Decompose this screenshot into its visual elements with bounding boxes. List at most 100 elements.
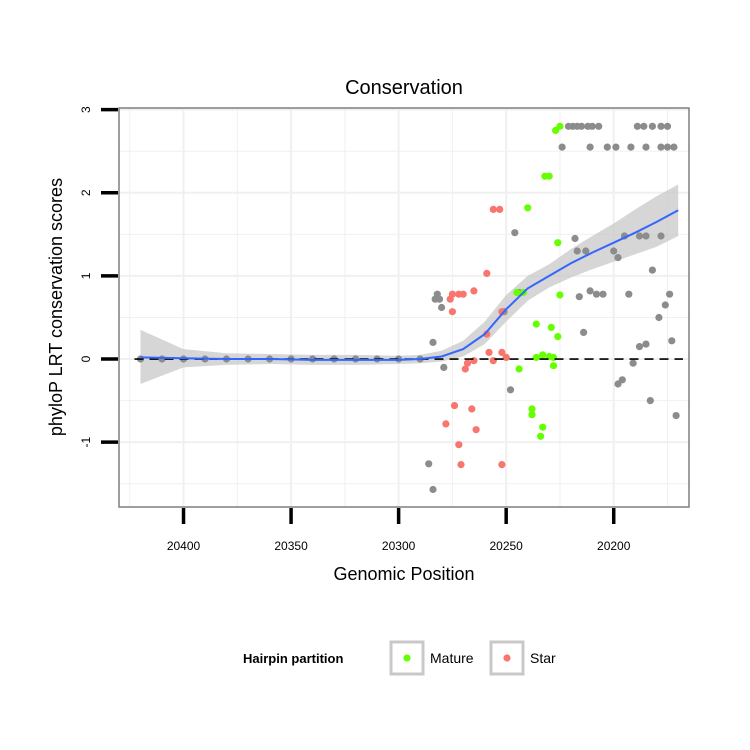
data-points: [136, 122, 680, 494]
legend-item-mature: Mature: [389, 640, 474, 676]
point-star-14: [489, 357, 497, 365]
point-other-69: [655, 313, 663, 322]
point-mature-13: [539, 351, 547, 359]
point-other-65: [629, 359, 637, 367]
point-star-23: [457, 461, 465, 469]
point-star-12: [498, 348, 506, 356]
point-other-38: [642, 143, 650, 151]
point-other-41: [670, 143, 678, 151]
point-other-32: [595, 122, 603, 130]
point-other-56: [625, 290, 633, 298]
point-other-70: [661, 301, 669, 309]
point-other-29: [577, 122, 586, 130]
point-other-40: [663, 143, 672, 151]
point-mature-1: [556, 122, 564, 130]
y-ticks: -1 0 1 2 3: [79, 106, 118, 447]
x-tick-label-1: 20350: [274, 539, 308, 553]
x-axis-title: Genomic Position: [333, 564, 474, 584]
point-mature-8: [556, 291, 564, 299]
point-star-16: [463, 359, 472, 367]
point-other-48: [573, 247, 581, 255]
point-other-49: [582, 247, 590, 255]
legend-label-star: Star: [530, 650, 556, 666]
point-mature-6: [513, 288, 521, 297]
x-ticks: 20400 20350 20300 20250 20200: [167, 508, 631, 553]
panel-border: [118, 107, 690, 508]
point-star-3: [470, 287, 478, 295]
point-other-57: [635, 232, 644, 240]
y-tick-label-4: 3: [79, 106, 93, 113]
point-other-36: [612, 143, 620, 151]
point-mature-10: [547, 323, 555, 331]
point-star-2: [483, 269, 491, 277]
point-other-45: [657, 122, 665, 130]
point-mature-18: [528, 405, 536, 413]
point-mature-9: [532, 320, 540, 328]
point-other-23: [506, 386, 515, 394]
point-other-61: [575, 293, 583, 301]
point-mature-21: [537, 432, 545, 440]
point-star-1: [496, 205, 504, 213]
point-star-22: [455, 441, 463, 449]
legend-marker-mature: [403, 654, 411, 662]
point-other-15: [425, 460, 433, 468]
point-star-24: [498, 461, 506, 469]
plot-panel: [118, 107, 690, 508]
y-tick-label-3: 2: [79, 189, 93, 196]
point-other-43: [640, 122, 648, 130]
x-tick-label-4: 20200: [597, 539, 631, 553]
point-other-33: [558, 143, 566, 151]
point-other-59: [648, 266, 657, 274]
x-tick-label-0: 20400: [167, 539, 201, 553]
y-tick-label-2: 1: [79, 272, 93, 279]
confidence-ribbon: [140, 184, 679, 384]
point-mature-20: [539, 423, 547, 431]
y-axis-title: phyloP LRT conservation scores: [46, 178, 66, 436]
legend-marker-star: [503, 654, 511, 662]
point-other-53: [610, 247, 618, 255]
point-other-34: [586, 143, 594, 151]
point-other-50: [586, 287, 594, 295]
point-mature-11: [554, 333, 562, 341]
point-other-14: [429, 485, 437, 494]
point-other-64: [618, 376, 626, 384]
smooth-trend-line: [140, 209, 679, 361]
point-mature-5: [554, 239, 562, 247]
point-star-8: [448, 308, 456, 316]
point-star-13: [502, 353, 510, 361]
point-other-46: [663, 122, 672, 130]
point-other-31: [588, 122, 596, 130]
point-other-62: [580, 328, 588, 336]
point-star-11: [485, 348, 493, 356]
x-axis: 20400 20350 20300 20250 20200: [167, 508, 631, 553]
point-star-7: [446, 295, 454, 303]
x-tick-label-2: 20300: [382, 539, 416, 553]
point-other-24: [511, 229, 519, 237]
point-mature-19: [528, 411, 536, 419]
point-star-21: [472, 426, 480, 434]
point-star-20: [442, 420, 450, 428]
point-star-19: [468, 405, 476, 413]
legend-item-star: Star: [489, 640, 556, 676]
point-other-21: [440, 363, 448, 371]
legend: Hairpin partition Mature Star: [243, 640, 556, 676]
point-other-20: [438, 303, 446, 312]
y-axis: -1 0 1 2 3: [79, 106, 118, 447]
point-star-17: [461, 365, 469, 373]
point-mature-16: [549, 362, 558, 370]
point-other-51: [592, 290, 601, 298]
x-tick-label-3: 20250: [489, 539, 523, 553]
point-other-71: [666, 290, 674, 298]
point-other-54: [614, 254, 622, 262]
point-other-52: [599, 290, 607, 298]
y-tick-label-1: 0: [79, 355, 93, 362]
point-other-42: [633, 122, 642, 130]
point-star-5: [455, 290, 463, 298]
point-mature-17: [515, 365, 523, 373]
legend-label-mature: Mature: [430, 650, 474, 666]
panel-background: [119, 108, 689, 507]
point-other-39: [657, 143, 665, 151]
point-star-0: [489, 205, 497, 213]
point-other-44: [648, 122, 657, 130]
